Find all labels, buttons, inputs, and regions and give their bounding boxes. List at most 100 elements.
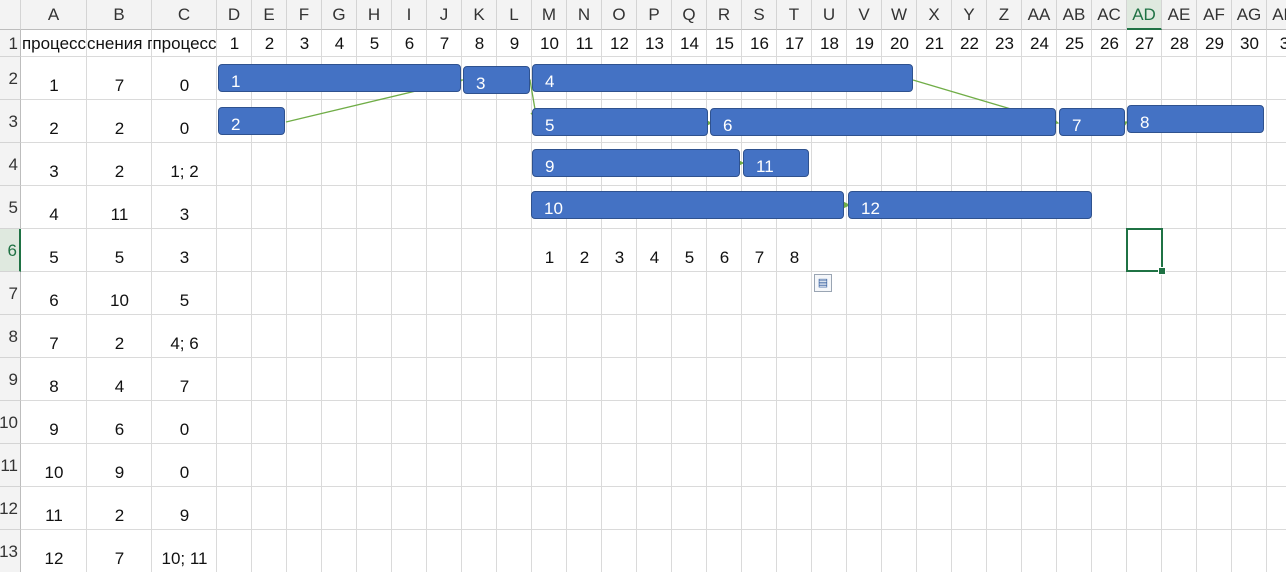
timeline-number: 3	[1279, 34, 1286, 53]
gantt-bar-5[interactable]: 5	[532, 108, 708, 136]
column-header-r[interactable]: R	[707, 0, 742, 30]
column-header-ah[interactable]: AH	[1267, 0, 1286, 30]
column-header-s[interactable]: S	[742, 0, 777, 30]
timeline-number: 19	[855, 34, 874, 53]
gantt-bar-4[interactable]: 4	[532, 64, 913, 92]
column-header-w[interactable]: W	[882, 0, 917, 30]
gantt-bar-9[interactable]: 9	[532, 149, 740, 177]
row-header-12[interactable]: 12	[0, 487, 21, 530]
column-header-ag[interactable]: AG	[1232, 0, 1267, 30]
column-header-q[interactable]: Q	[672, 0, 707, 30]
row-header-1[interactable]: 1	[0, 30, 21, 57]
column-header-o[interactable]: O	[602, 0, 637, 30]
paste-options-icon[interactable]: ▤	[814, 274, 832, 292]
gridline-v	[951, 30, 952, 572]
gridline-v	[1196, 30, 1197, 572]
column-header-i[interactable]: I	[392, 0, 427, 30]
column-header-f[interactable]: F	[287, 0, 322, 30]
row-header-8[interactable]: 8	[0, 315, 21, 358]
gantt-bar-2[interactable]: 2	[218, 107, 285, 135]
column-header-c[interactable]: C	[152, 0, 217, 30]
column-header-x[interactable]: X	[917, 0, 952, 30]
column-header-n[interactable]: N	[567, 0, 602, 30]
table-cell: 0	[179, 119, 190, 138]
column-header-m[interactable]: M	[532, 0, 567, 30]
row-header-13[interactable]: 13	[0, 530, 21, 572]
column-header-ae[interactable]: AE	[1162, 0, 1197, 30]
row-header-11[interactable]: 11	[0, 444, 21, 487]
column-header-j[interactable]: J	[427, 0, 462, 30]
column-header-v[interactable]: V	[847, 0, 882, 30]
gantt-bar-10[interactable]: 10	[531, 191, 844, 219]
table-cell: 2	[114, 119, 125, 138]
row-header-7[interactable]: 7	[0, 272, 21, 315]
row-header-6[interactable]: 6	[0, 229, 21, 272]
timeline-number: 15	[715, 34, 734, 53]
gantt-bar-11[interactable]: 11	[743, 149, 809, 177]
gridline-v	[671, 30, 672, 572]
select-all-corner[interactable]	[0, 0, 21, 30]
column-header-af[interactable]: AF	[1197, 0, 1232, 30]
column-header-a[interactable]: A	[21, 0, 87, 30]
row-header-10[interactable]: 10	[0, 401, 21, 444]
row-header-2[interactable]: 2	[0, 57, 21, 100]
gridline-v	[846, 30, 847, 572]
column-header-g[interactable]: G	[322, 0, 357, 30]
column-header-aa[interactable]: AA	[1022, 0, 1057, 30]
column-header-y[interactable]: Y	[952, 0, 987, 30]
row-header-9[interactable]: 9	[0, 358, 21, 401]
table-cell: 9	[49, 420, 59, 439]
gantt-bar-7[interactable]: 7	[1059, 108, 1125, 136]
column-header-d[interactable]: D	[217, 0, 252, 30]
gridline-h	[10, 99, 1286, 100]
row-header-4[interactable]: 4	[0, 143, 21, 186]
column-header-h[interactable]: H	[357, 0, 392, 30]
gridline-v	[986, 30, 987, 572]
timeline-number: 23	[995, 34, 1014, 53]
table-cell: 10	[110, 291, 129, 310]
gridline-h	[10, 443, 1286, 444]
column-header-b[interactable]: B	[87, 0, 152, 30]
row-header-5[interactable]: 5	[0, 186, 21, 229]
timeline-number: 25	[1065, 34, 1084, 53]
gridline-h	[10, 357, 1286, 358]
timeline-number: 29	[1205, 34, 1224, 53]
column-header-e[interactable]: E	[252, 0, 287, 30]
gridline-h	[10, 271, 1286, 272]
column-header-u[interactable]: U	[812, 0, 847, 30]
table-cell: 7	[179, 377, 190, 396]
timeline-number: 22	[960, 34, 979, 53]
column-header-t[interactable]: T	[777, 0, 812, 30]
active-cell[interactable]	[1126, 228, 1163, 272]
row6-number: 6	[719, 248, 730, 267]
timeline-number: 4	[334, 34, 345, 53]
table-cell: 7	[114, 76, 125, 95]
table-cell: 4; 6	[170, 334, 199, 353]
column-header-ab[interactable]: AB	[1057, 0, 1092, 30]
gridline-v	[1056, 30, 1057, 572]
column-header-p[interactable]: P	[637, 0, 672, 30]
gantt-bar-12[interactable]: 12	[848, 191, 1092, 219]
fill-handle[interactable]	[1158, 267, 1166, 275]
gantt-bar-1[interactable]: 1	[218, 64, 461, 92]
gridline-v	[1126, 30, 1127, 572]
table-cell: 0	[179, 76, 190, 95]
column-header-z[interactable]: Z	[987, 0, 1022, 30]
gridline-v	[916, 30, 917, 572]
table-cell: 3	[179, 248, 190, 267]
gantt-bar-8[interactable]: 8	[1127, 105, 1264, 133]
column-header-ad[interactable]: AD	[1127, 0, 1162, 30]
gridline-h	[10, 529, 1286, 530]
gridline-h	[10, 56, 1286, 57]
row-header-3[interactable]: 3	[0, 100, 21, 143]
gridline-v	[811, 30, 812, 572]
timeline-number: 11	[575, 34, 594, 53]
timeline-number: 30	[1240, 34, 1259, 53]
column-header-k[interactable]: K	[462, 0, 497, 30]
column-header-l[interactable]: L	[497, 0, 532, 30]
gantt-bar-6[interactable]: 6	[710, 108, 1056, 136]
gantt-bar-3[interactable]: 3	[463, 66, 530, 94]
table-cell: 11	[45, 506, 63, 525]
column-header-ac[interactable]: AC	[1092, 0, 1127, 30]
